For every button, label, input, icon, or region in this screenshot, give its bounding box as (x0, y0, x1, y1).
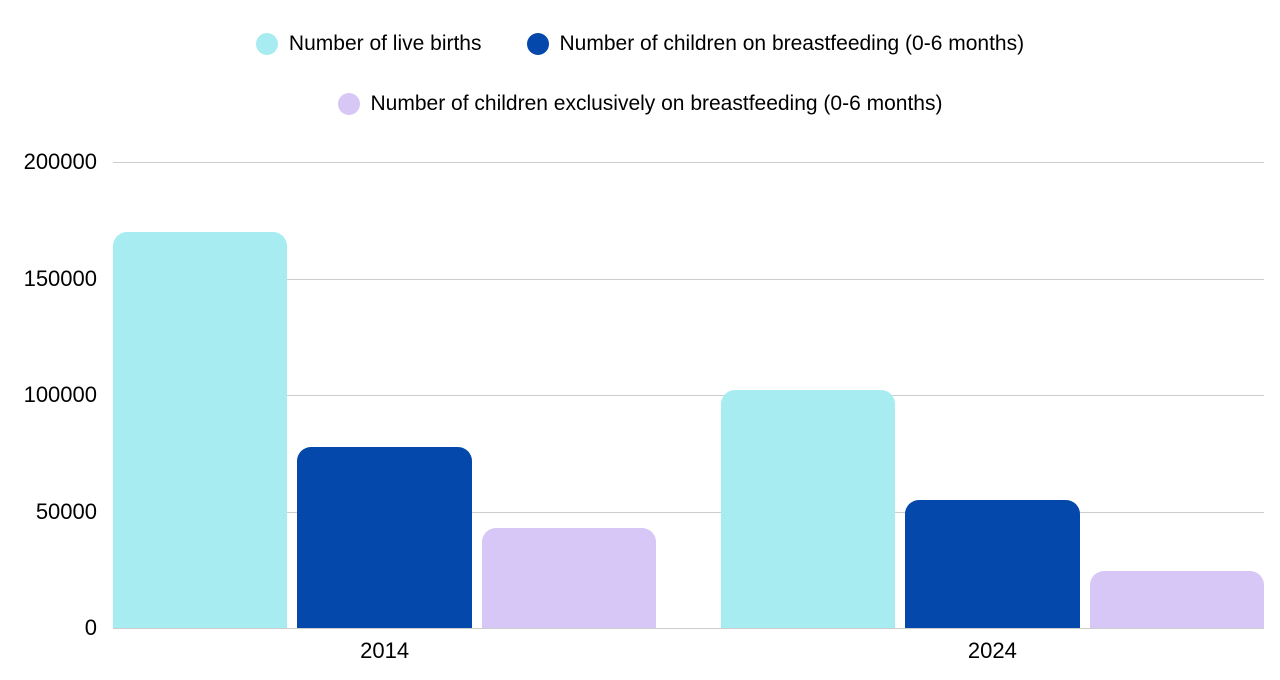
x-axis: 2014 2024 (113, 638, 1264, 664)
legend-item-label: Number of children on breastfeeding (0-6… (559, 32, 1025, 55)
legend-marker-icon (526, 33, 549, 55)
x-axis-label-2014: 2014 (360, 638, 410, 663)
y-tick-label: 0 (84, 615, 97, 640)
gridline (113, 162, 1264, 163)
gridline (113, 511, 1264, 513)
bar-2024-number-of-live-births (720, 390, 896, 628)
legend-row-1: Number of live births Number of children … (255, 32, 1025, 56)
y-tick-label: 50000 (35, 498, 97, 524)
bar-2024-number-of-children-exclusively (1089, 570, 1264, 628)
legend-marker-icon (337, 93, 360, 115)
bar-2014-number-of-live-births (113, 231, 288, 628)
gridline (113, 395, 1264, 396)
y-tick-label: 200000 (23, 149, 97, 174)
gridline (113, 278, 1264, 280)
bar-group-2024 (720, 162, 1264, 628)
bar-2014-number-of-children-exclusively (481, 527, 657, 628)
legend-marker-icon (255, 33, 278, 55)
chart-legend: Number of live births Number of children … (0, 32, 1280, 116)
plot-area (113, 162, 1264, 629)
y-axis: 0 50000 100000 150000 200000 (0, 149, 97, 640)
legend-item-label: Number of live births (288, 32, 482, 55)
bars-layer (113, 162, 1264, 628)
gridline (113, 628, 1264, 629)
legend-item-number-of-children-on: Number of children on breastfeeding (0-6… (526, 32, 1025, 56)
legend-item-number-of-children-exclusively: Number of children exclusively on breast… (337, 92, 943, 116)
bar-2024-number-of-children-on (905, 499, 1080, 628)
bar-group-2014 (113, 162, 657, 628)
legend-item-number-of-live-births: Number of live births (255, 32, 482, 56)
legend-row-2: Number of children exclusively on breast… (337, 92, 943, 116)
y-tick-label: 150000 (23, 265, 97, 291)
x-axis-label-2024: 2024 (967, 638, 1017, 663)
y-tick-label: 100000 (23, 382, 97, 407)
legend-item-label: Number of children exclusively on breast… (370, 92, 943, 115)
bar-2014-number-of-children-on (297, 447, 472, 628)
